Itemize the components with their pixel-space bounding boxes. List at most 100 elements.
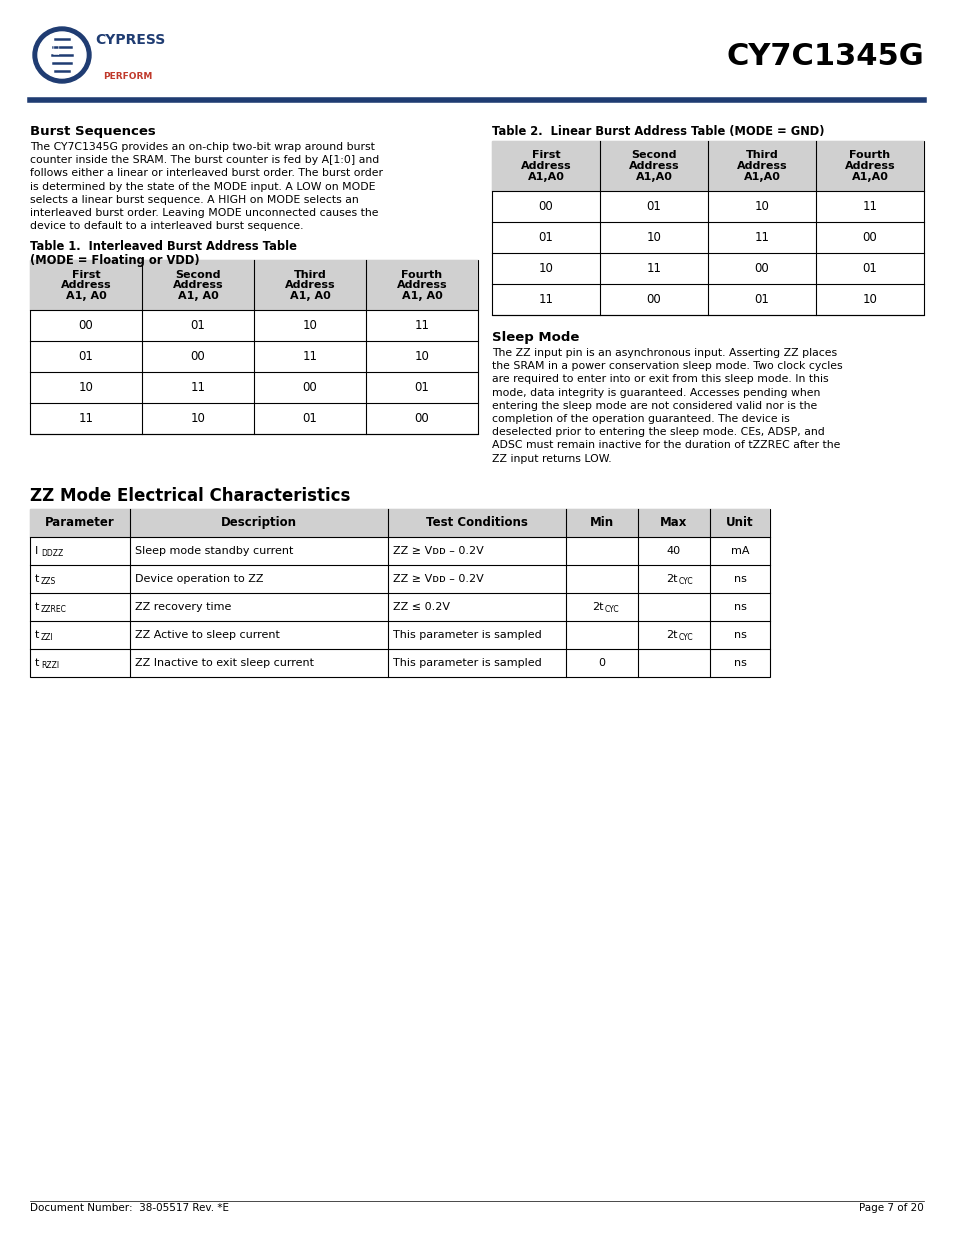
Text: ZZI: ZZI <box>41 634 53 642</box>
Text: ns: ns <box>733 574 745 584</box>
Text: 10: 10 <box>415 351 429 363</box>
Text: Fourth: Fourth <box>848 151 890 161</box>
Ellipse shape <box>38 32 86 78</box>
Text: RZZI: RZZI <box>41 661 59 671</box>
Text: I: I <box>35 546 38 556</box>
Text: Unit: Unit <box>725 516 753 530</box>
Text: selects a linear burst sequence. A HIGH on MODE selects an: selects a linear burst sequence. A HIGH … <box>30 195 358 205</box>
Text: 11: 11 <box>302 351 317 363</box>
Text: The CY7C1345G provides an on-chip two-bit wrap around burst: The CY7C1345G provides an on-chip two-bi… <box>30 142 375 152</box>
Text: t: t <box>35 574 39 584</box>
Text: completion of the operation guaranteed. The device is: completion of the operation guaranteed. … <box>492 414 789 424</box>
Text: 01: 01 <box>862 262 877 275</box>
Text: (MODE = Floating or VDD): (MODE = Floating or VDD) <box>30 254 199 268</box>
Text: Fourth: Fourth <box>401 270 442 280</box>
Text: 00: 00 <box>191 351 205 363</box>
Text: CYC: CYC <box>679 577 693 587</box>
Text: 01: 01 <box>538 231 553 245</box>
Text: 01: 01 <box>646 200 660 212</box>
Text: is determined by the state of the MODE input. A LOW on MODE: is determined by the state of the MODE i… <box>30 182 375 191</box>
Text: Address: Address <box>628 161 679 170</box>
Text: ns: ns <box>733 630 745 640</box>
Bar <box>30 509 769 537</box>
Text: ZZ recovery time: ZZ recovery time <box>135 601 232 611</box>
Text: 11: 11 <box>191 382 205 394</box>
Text: A1, A0: A1, A0 <box>66 291 107 301</box>
Text: ZZ ≤ 0.2V: ZZ ≤ 0.2V <box>393 601 450 611</box>
Text: Third: Third <box>745 151 778 161</box>
Text: Address: Address <box>61 280 112 290</box>
Text: Address: Address <box>843 161 894 170</box>
Text: ZZ Active to sleep current: ZZ Active to sleep current <box>135 630 279 640</box>
Text: 00: 00 <box>646 293 660 306</box>
Text: 10: 10 <box>862 293 877 306</box>
Text: Address: Address <box>284 280 335 290</box>
Text: 10: 10 <box>191 412 205 425</box>
Text: 2t: 2t <box>592 601 603 611</box>
Text: Address: Address <box>520 161 571 170</box>
Text: CY7C1345G: CY7C1345G <box>725 42 923 70</box>
Text: interleaved burst order. Leaving MODE unconnected causes the: interleaved burst order. Leaving MODE un… <box>30 207 378 219</box>
Text: t: t <box>35 601 39 611</box>
Text: ZZ input returns LOW.: ZZ input returns LOW. <box>492 453 611 463</box>
Text: Burst Sequences: Burst Sequences <box>30 125 155 138</box>
Text: 01: 01 <box>302 412 317 425</box>
Text: Address: Address <box>172 280 223 290</box>
Bar <box>492 141 923 191</box>
Text: 10: 10 <box>754 200 769 212</box>
Text: mode, data integrity is guaranteed. Accesses pending when: mode, data integrity is guaranteed. Acce… <box>492 388 820 398</box>
Text: This parameter is sampled: This parameter is sampled <box>393 658 541 668</box>
Text: Document Number:  38-05517 Rev. *E: Document Number: 38-05517 Rev. *E <box>30 1203 229 1213</box>
Text: Third: Third <box>294 270 326 280</box>
Text: Min: Min <box>589 516 614 530</box>
Text: Device operation to ZZ: Device operation to ZZ <box>135 574 263 584</box>
Text: 01: 01 <box>191 320 205 332</box>
Text: A1, A0: A1, A0 <box>177 291 218 301</box>
Text: 10: 10 <box>646 231 660 245</box>
Text: ZZ ≥ Vᴅᴅ – 0.2V: ZZ ≥ Vᴅᴅ – 0.2V <box>393 546 483 556</box>
Text: 00: 00 <box>862 231 877 245</box>
Text: 11: 11 <box>78 412 93 425</box>
Text: 00: 00 <box>415 412 429 425</box>
Text: device to default to a interleaved burst sequence.: device to default to a interleaved burst… <box>30 221 303 231</box>
Text: ZZ Inactive to exit sleep current: ZZ Inactive to exit sleep current <box>135 658 314 668</box>
Text: 00: 00 <box>538 200 553 212</box>
Text: 2t: 2t <box>665 630 677 640</box>
Text: 2t: 2t <box>665 574 677 584</box>
Text: 🌿: 🌿 <box>52 44 59 56</box>
Text: First: First <box>71 270 100 280</box>
Text: ns: ns <box>733 601 745 611</box>
Text: 10: 10 <box>538 262 553 275</box>
Text: ADSC must remain inactive for the duration of tZZREC after the: ADSC must remain inactive for the durati… <box>492 441 840 451</box>
Text: t: t <box>35 630 39 640</box>
Text: 10: 10 <box>78 382 93 394</box>
Bar <box>30 509 769 677</box>
Text: ZZREC: ZZREC <box>41 605 67 614</box>
Text: Table 1.  Interleaved Burst Address Table: Table 1. Interleaved Burst Address Table <box>30 241 296 253</box>
Bar <box>30 261 477 435</box>
Text: ns: ns <box>733 658 745 668</box>
Text: Table 2.  Linear Burst Address Table (MODE = GND): Table 2. Linear Burst Address Table (MOD… <box>492 125 823 138</box>
Text: entering the sleep mode are not considered valid nor is the: entering the sleep mode are not consider… <box>492 401 817 411</box>
Bar <box>492 141 923 315</box>
Text: DDZZ: DDZZ <box>41 550 63 558</box>
Text: Parameter: Parameter <box>45 516 114 530</box>
Text: 0: 0 <box>598 658 605 668</box>
Text: CYPRESS: CYPRESS <box>95 33 165 47</box>
Text: The ZZ input pin is an asynchronous input. Asserting ZZ places: The ZZ input pin is an asynchronous inpu… <box>492 348 836 358</box>
Text: 11: 11 <box>646 262 660 275</box>
Text: Description: Description <box>221 516 296 530</box>
Text: 11: 11 <box>754 231 769 245</box>
Text: 10: 10 <box>302 320 317 332</box>
Text: Page 7 of 20: Page 7 of 20 <box>859 1203 923 1213</box>
Text: deselected prior to entering the sleep mode. CEs, ADSP, and: deselected prior to entering the sleep m… <box>492 427 824 437</box>
Text: CYC: CYC <box>604 605 619 614</box>
Text: Address: Address <box>396 280 447 290</box>
Text: ZZ Mode Electrical Characteristics: ZZ Mode Electrical Characteristics <box>30 487 350 505</box>
Text: Test Conditions: Test Conditions <box>426 516 527 530</box>
Text: Max: Max <box>659 516 687 530</box>
Text: 00: 00 <box>302 382 317 394</box>
Text: the SRAM in a power conservation sleep mode. Two clock cycles: the SRAM in a power conservation sleep m… <box>492 361 841 372</box>
Text: mA: mA <box>730 546 748 556</box>
Text: A1,A0: A1,A0 <box>851 172 887 182</box>
